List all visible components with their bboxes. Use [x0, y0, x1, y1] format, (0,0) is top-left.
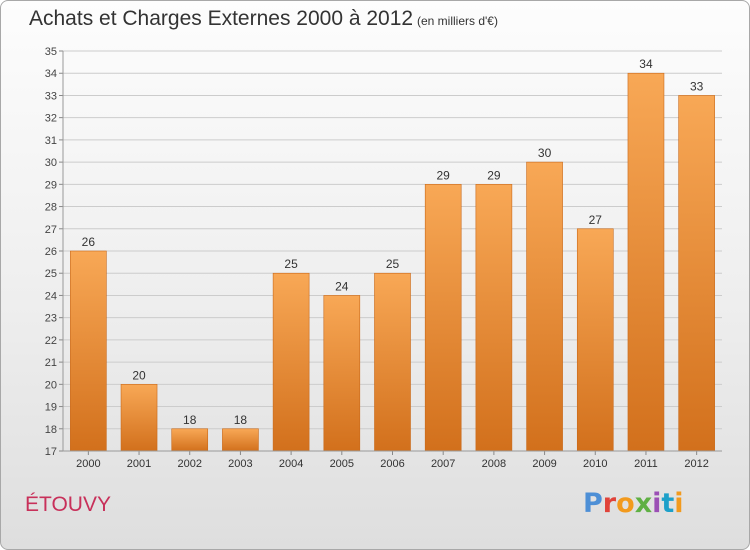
chart-title: Achats et Charges Externes 2000 à 2012 — [29, 7, 414, 30]
data-label: 18 — [234, 413, 248, 427]
logo-letter: r — [602, 488, 617, 519]
y-tick-label: 23 — [45, 313, 57, 325]
y-tick-label: 19 — [45, 402, 57, 414]
y-tick-label: 18 — [45, 424, 57, 436]
y-tick-label: 29 — [45, 179, 57, 191]
logo-letter: i — [652, 488, 662, 519]
data-label: 25 — [284, 257, 298, 271]
y-tick-label: 22 — [45, 335, 57, 347]
bar — [323, 295, 361, 452]
data-label: 33 — [690, 79, 704, 93]
data-label: 26 — [82, 235, 96, 249]
x-tick-label: 2003 — [228, 458, 252, 470]
logo-letter: x — [634, 488, 653, 519]
x-tick-label: 2006 — [380, 458, 404, 470]
y-tick-label: 30 — [45, 157, 57, 169]
x-tick-label: 2000 — [76, 458, 100, 470]
bar — [526, 161, 563, 452]
x-tick-label: 2001 — [127, 458, 151, 470]
chart-subtitle: (en milliers d'€) — [417, 14, 498, 28]
x-tick-label: 2004 — [279, 458, 303, 470]
y-tick-label: 26 — [45, 246, 57, 258]
y-tick-label: 35 — [45, 46, 57, 58]
y-tick-label: 31 — [45, 135, 57, 147]
bar — [272, 272, 310, 452]
bars: 26 20 18 18 25 24 25 29 29 30 27 34 33 — [70, 57, 715, 452]
location-label: ÉTOUVY — [25, 493, 111, 516]
bar — [475, 184, 513, 452]
bar — [171, 428, 209, 452]
logo-letter: t — [661, 488, 675, 519]
y-tick-label: 21 — [45, 357, 57, 369]
y-tick-label: 24 — [45, 290, 57, 302]
bar — [424, 184, 462, 452]
x-tick-label: 2002 — [177, 458, 201, 470]
bar — [70, 250, 107, 452]
bar — [120, 384, 158, 452]
data-label: 20 — [132, 368, 146, 382]
y-tick-label: 33 — [45, 90, 57, 102]
bar — [627, 72, 665, 452]
y-tick-label: 27 — [45, 224, 57, 236]
x-tick-label: 2007 — [431, 458, 455, 470]
x-tick-label: 2011 — [634, 458, 658, 470]
data-label: 30 — [538, 146, 552, 160]
data-label: 29 — [487, 168, 501, 182]
y-tick-label: 17 — [45, 446, 57, 458]
x-axis: 2000 2001 2002 2003 2004 2005 2006 2007 2008 2009… — [63, 450, 722, 470]
data-label: 18 — [183, 413, 197, 427]
x-tick-label: 2005 — [330, 458, 354, 470]
data-label: 25 — [386, 257, 400, 271]
y-tick-label: 32 — [45, 113, 57, 125]
y-axis: 17 18 19 20 21 22 23 24 25 26 27 28 29 30 31 32 33 34 35 — [45, 46, 64, 458]
data-label: 34 — [639, 57, 653, 71]
bar — [222, 428, 259, 452]
bar — [374, 272, 411, 452]
proxiti-logo[interactable]: Proxiti — [583, 488, 684, 519]
data-label: 27 — [589, 213, 603, 227]
logo-letter: i — [674, 488, 684, 519]
x-tick-label: 2008 — [482, 458, 506, 470]
y-tick-label: 28 — [45, 202, 57, 214]
y-tick-label: 34 — [45, 68, 57, 80]
data-label: 29 — [437, 168, 451, 182]
x-tick-label: 2012 — [684, 458, 708, 470]
logo-letter: P — [583, 488, 603, 519]
x-tick-label: 2009 — [532, 458, 556, 470]
x-tick-label: 2010 — [583, 458, 607, 470]
bar — [678, 95, 715, 452]
data-label: 24 — [335, 279, 349, 293]
y-tick-label: 20 — [45, 379, 57, 391]
y-tick-label: 25 — [45, 268, 57, 280]
logo-letter: o — [616, 488, 635, 519]
bar — [576, 228, 614, 452]
